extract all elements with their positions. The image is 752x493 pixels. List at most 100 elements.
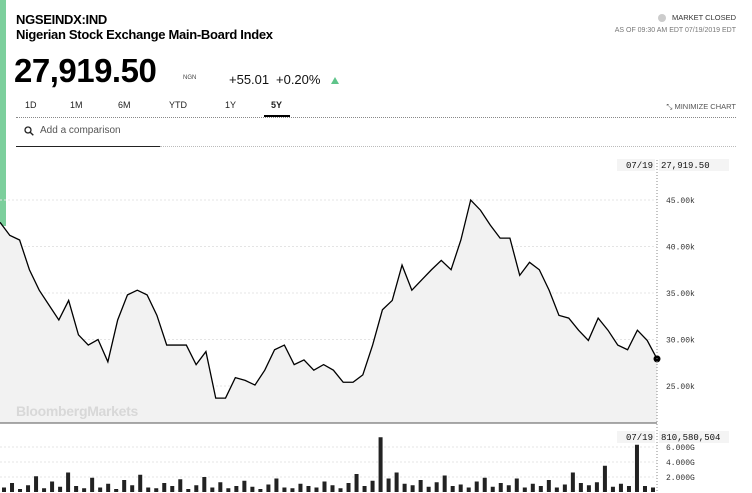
volume-bar <box>362 486 367 492</box>
volume-bar <box>146 487 151 492</box>
volume-bar <box>650 487 655 492</box>
volume-bar <box>10 483 15 492</box>
price-change: +55.01 <box>229 72 270 87</box>
volume-bar <box>74 486 79 492</box>
status-dot-icon <box>657 13 666 22</box>
volume-bar <box>482 477 487 492</box>
volume-bar <box>394 472 399 492</box>
price-area <box>0 200 657 423</box>
volume-bar <box>530 483 535 492</box>
volume-bar <box>90 477 95 492</box>
price-ytick-label: 30.00k <box>666 337 695 346</box>
volume-bar <box>634 444 639 492</box>
volume-bar <box>242 480 247 492</box>
volume-bar <box>82 488 87 492</box>
volume-bar <box>194 485 199 492</box>
volume-bar <box>106 483 111 492</box>
volume-bar <box>114 489 119 492</box>
volume-bar <box>2 487 7 492</box>
volume-bar <box>122 480 127 492</box>
volume-bar <box>642 486 647 492</box>
volume-bar <box>178 479 183 492</box>
price-ytick-label: 45.00k <box>666 197 695 206</box>
volume-bar <box>442 475 447 492</box>
price-line <box>0 198 658 399</box>
volume-bar <box>466 487 471 492</box>
volume-bar <box>418 480 423 492</box>
volume-bar <box>258 489 263 492</box>
volume-bar <box>170 486 175 492</box>
volume-bar <box>18 489 23 492</box>
volume-bar <box>290 488 295 492</box>
price-tooltip-value: 27,919.50 <box>661 161 710 171</box>
volume-bar <box>210 487 215 492</box>
volume-bar <box>274 478 279 492</box>
tab-1m[interactable]: 1M <box>70 100 83 110</box>
tab-6m[interactable]: 6M <box>118 100 131 110</box>
volume-bar <box>282 487 287 492</box>
price-ytick-label: 40.00k <box>666 244 695 253</box>
volume-bar <box>50 481 55 492</box>
volume-bar <box>306 486 311 492</box>
volume-bar <box>450 486 455 492</box>
comparison-placeholder: Add a comparison <box>40 125 121 136</box>
tab-5y[interactable]: 5Y <box>271 100 283 110</box>
volume-bar <box>602 465 607 492</box>
market-status: MARKET CLOSED <box>657 13 736 22</box>
price-change-pct: +0.20% <box>276 72 321 87</box>
volume-bar <box>162 483 167 492</box>
accent-bar <box>0 0 6 226</box>
up-arrow-icon <box>331 77 339 84</box>
volume-bar <box>618 483 623 492</box>
volume-bar <box>506 485 511 492</box>
minimize-chart-button[interactable]: ⤡ MINIMIZE CHART <box>666 102 736 112</box>
comparison-divider <box>160 146 736 147</box>
volume-bar <box>562 484 567 492</box>
bloomberg-markets-logo: BloombergMarkets <box>16 403 139 419</box>
volume-bar <box>474 481 479 492</box>
volume-tooltip-date-box <box>617 431 655 443</box>
volume-ytick-label: 6.000G <box>666 444 695 453</box>
tab-ytd[interactable]: YTD <box>169 100 187 110</box>
volume-bar <box>66 472 71 492</box>
volume-bar <box>338 488 343 492</box>
volume-bar <box>154 488 159 492</box>
volume-bar <box>554 487 559 492</box>
comparison-underline <box>16 146 160 147</box>
volume-bar <box>402 483 407 492</box>
volume-bar <box>538 486 543 492</box>
volume-bar <box>218 482 223 492</box>
ticker-symbol: NGSEINDX:IND <box>16 12 108 27</box>
volume-bar <box>610 486 615 492</box>
volume-bar <box>322 481 327 492</box>
volume-bar <box>250 486 255 492</box>
volume-ytick-label: 2.000G <box>666 474 695 483</box>
tab-1d[interactable]: 1D <box>25 100 37 110</box>
market-status-text: MARKET CLOSED <box>671 13 736 22</box>
volume-bar <box>26 485 31 492</box>
volume-bar <box>490 486 495 492</box>
volume-bar <box>202 477 207 492</box>
volume-bar <box>458 484 463 492</box>
minimize-icon: ⤡ <box>666 102 675 111</box>
volume-bar <box>514 478 519 492</box>
volume-bar <box>138 474 143 492</box>
volume-bar <box>314 487 319 492</box>
volume-tooltip-value: 810,580,504 <box>661 433 720 443</box>
volume-bar <box>226 488 231 492</box>
index-name: Nigerian Stock Exchange Main-Board Index <box>16 27 273 42</box>
as-of-timestamp: AS OF 09:30 AM EDT 07/19/2019 EDT <box>614 27 736 34</box>
price-tooltip-value-box <box>659 159 729 171</box>
volume-bar <box>386 478 391 492</box>
tab-1y[interactable]: 1Y <box>225 100 237 110</box>
price-tooltip-date-box <box>617 159 655 171</box>
comparison-input[interactable]: Add a comparison <box>24 125 121 136</box>
volume-bar <box>186 489 191 492</box>
volume-bar <box>42 488 47 492</box>
price-ytick-label: 35.00k <box>666 290 695 299</box>
tab-divider <box>16 117 736 118</box>
volume-bar <box>498 483 503 492</box>
volume-bar <box>378 437 383 492</box>
volume-bar <box>626 486 631 492</box>
